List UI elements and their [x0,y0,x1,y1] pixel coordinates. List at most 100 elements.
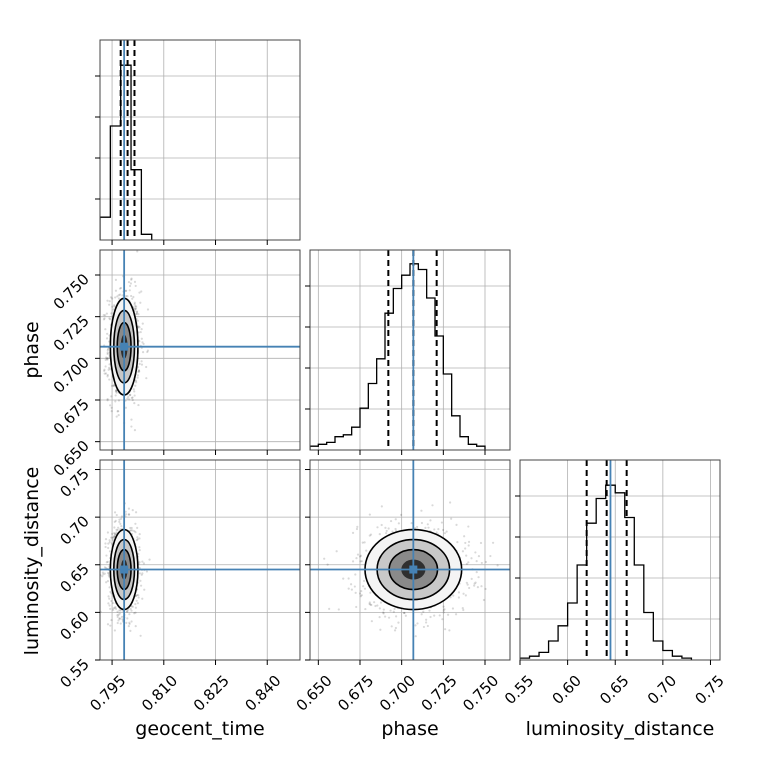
scatter-point [107,368,110,371]
scatter-point [113,304,116,307]
scatter-point [114,278,118,281]
scatter-point [111,601,115,605]
scatter-point [477,554,481,558]
scatter-point [380,523,383,527]
scatter-point [347,577,350,580]
panel-frame [99,249,301,451]
scatter-point [139,584,143,587]
histogram-phase [310,263,486,450]
scatter-point [119,453,121,455]
scatter-point [110,536,113,539]
scatter-point [118,293,122,296]
panel-frame [309,249,511,451]
scatter-point [422,625,426,629]
scatter-point [146,350,149,354]
scatter-point [102,573,105,576]
scatter-point [128,394,132,397]
scatter-point [385,531,388,535]
scatter-point [112,384,115,388]
scatter-point [107,602,110,605]
scatter-point [116,295,119,298]
scatter-point [131,398,134,402]
scatter-point [360,594,363,597]
scatter-point [135,312,138,315]
scatter-point [129,282,133,285]
scatter-point [394,518,397,521]
scatter-point [127,280,131,284]
scatter-point [105,554,108,557]
scatter-point [403,611,406,615]
scatter-point [126,617,129,620]
scatter-point [119,622,122,625]
scatter-point [134,284,137,288]
scatter-point [106,531,109,534]
scatter-point [382,611,385,614]
scatter-point [138,546,141,549]
scatter-point [114,607,118,610]
scatter-point [117,526,120,529]
scatter-point [454,613,458,616]
y-tick-label-phase: 0.700 [50,353,93,396]
scatter-point [117,297,121,300]
scatter-point [124,510,127,513]
scatter-point [368,601,371,604]
scatter-point [118,287,122,290]
scatter-point [108,363,111,366]
scatter-point [135,311,139,314]
scatter-point [148,558,151,561]
scatter-point [427,526,430,529]
scatter-point [128,398,131,401]
scatter-point [461,606,464,610]
scatter-point [129,629,132,632]
scatter-point [138,533,141,536]
scatter-point [141,597,144,600]
scatter-point [137,594,140,597]
scatter-point [441,618,444,621]
scatter-point [115,391,118,394]
scatter-point [360,560,363,563]
scatter-point [140,290,143,293]
scatter-point [496,564,499,567]
scatter-point [359,560,362,563]
scatter-point [111,538,115,542]
scatter-point [130,620,133,623]
scatter-point [363,541,366,544]
scatter-point [105,356,108,359]
scatter-point [393,607,396,611]
scatter-point [390,625,393,628]
scatter-point [110,592,113,595]
scatter-point [399,513,403,516]
scatter-point [113,535,116,538]
scatter-point [470,557,473,560]
scatter-point [141,341,144,344]
scatter-point [135,310,139,313]
scatter-point [391,530,394,533]
scatter-point [130,605,133,608]
scatter-point [449,596,452,599]
scatter-point [356,525,359,529]
scatter-point [113,534,116,538]
scatter-point [131,396,134,399]
scatter-point [382,608,385,611]
x-tick-label-phase: 0.700 [376,672,419,715]
scatter-point [402,611,406,615]
scatter-point [134,384,137,387]
scatter-point [129,393,132,396]
scatter-point [131,509,134,512]
scatter-point [108,378,111,381]
scatter-point [138,561,141,564]
scatter-point [133,280,137,283]
scatter-point [133,390,136,393]
scatter-point [130,526,133,530]
scatter-point [378,607,381,610]
panel-phase-vs-phase [305,249,511,455]
y-tick-label-phase: 0.675 [50,395,93,438]
x-tick-label-geocent_time: 0.825 [190,672,233,715]
scatter-point [457,596,461,599]
scatter-point [113,532,116,536]
scatter-point [115,528,118,532]
scatter-point [103,317,106,320]
scatter-point [466,583,469,586]
scatter-point [113,305,116,308]
